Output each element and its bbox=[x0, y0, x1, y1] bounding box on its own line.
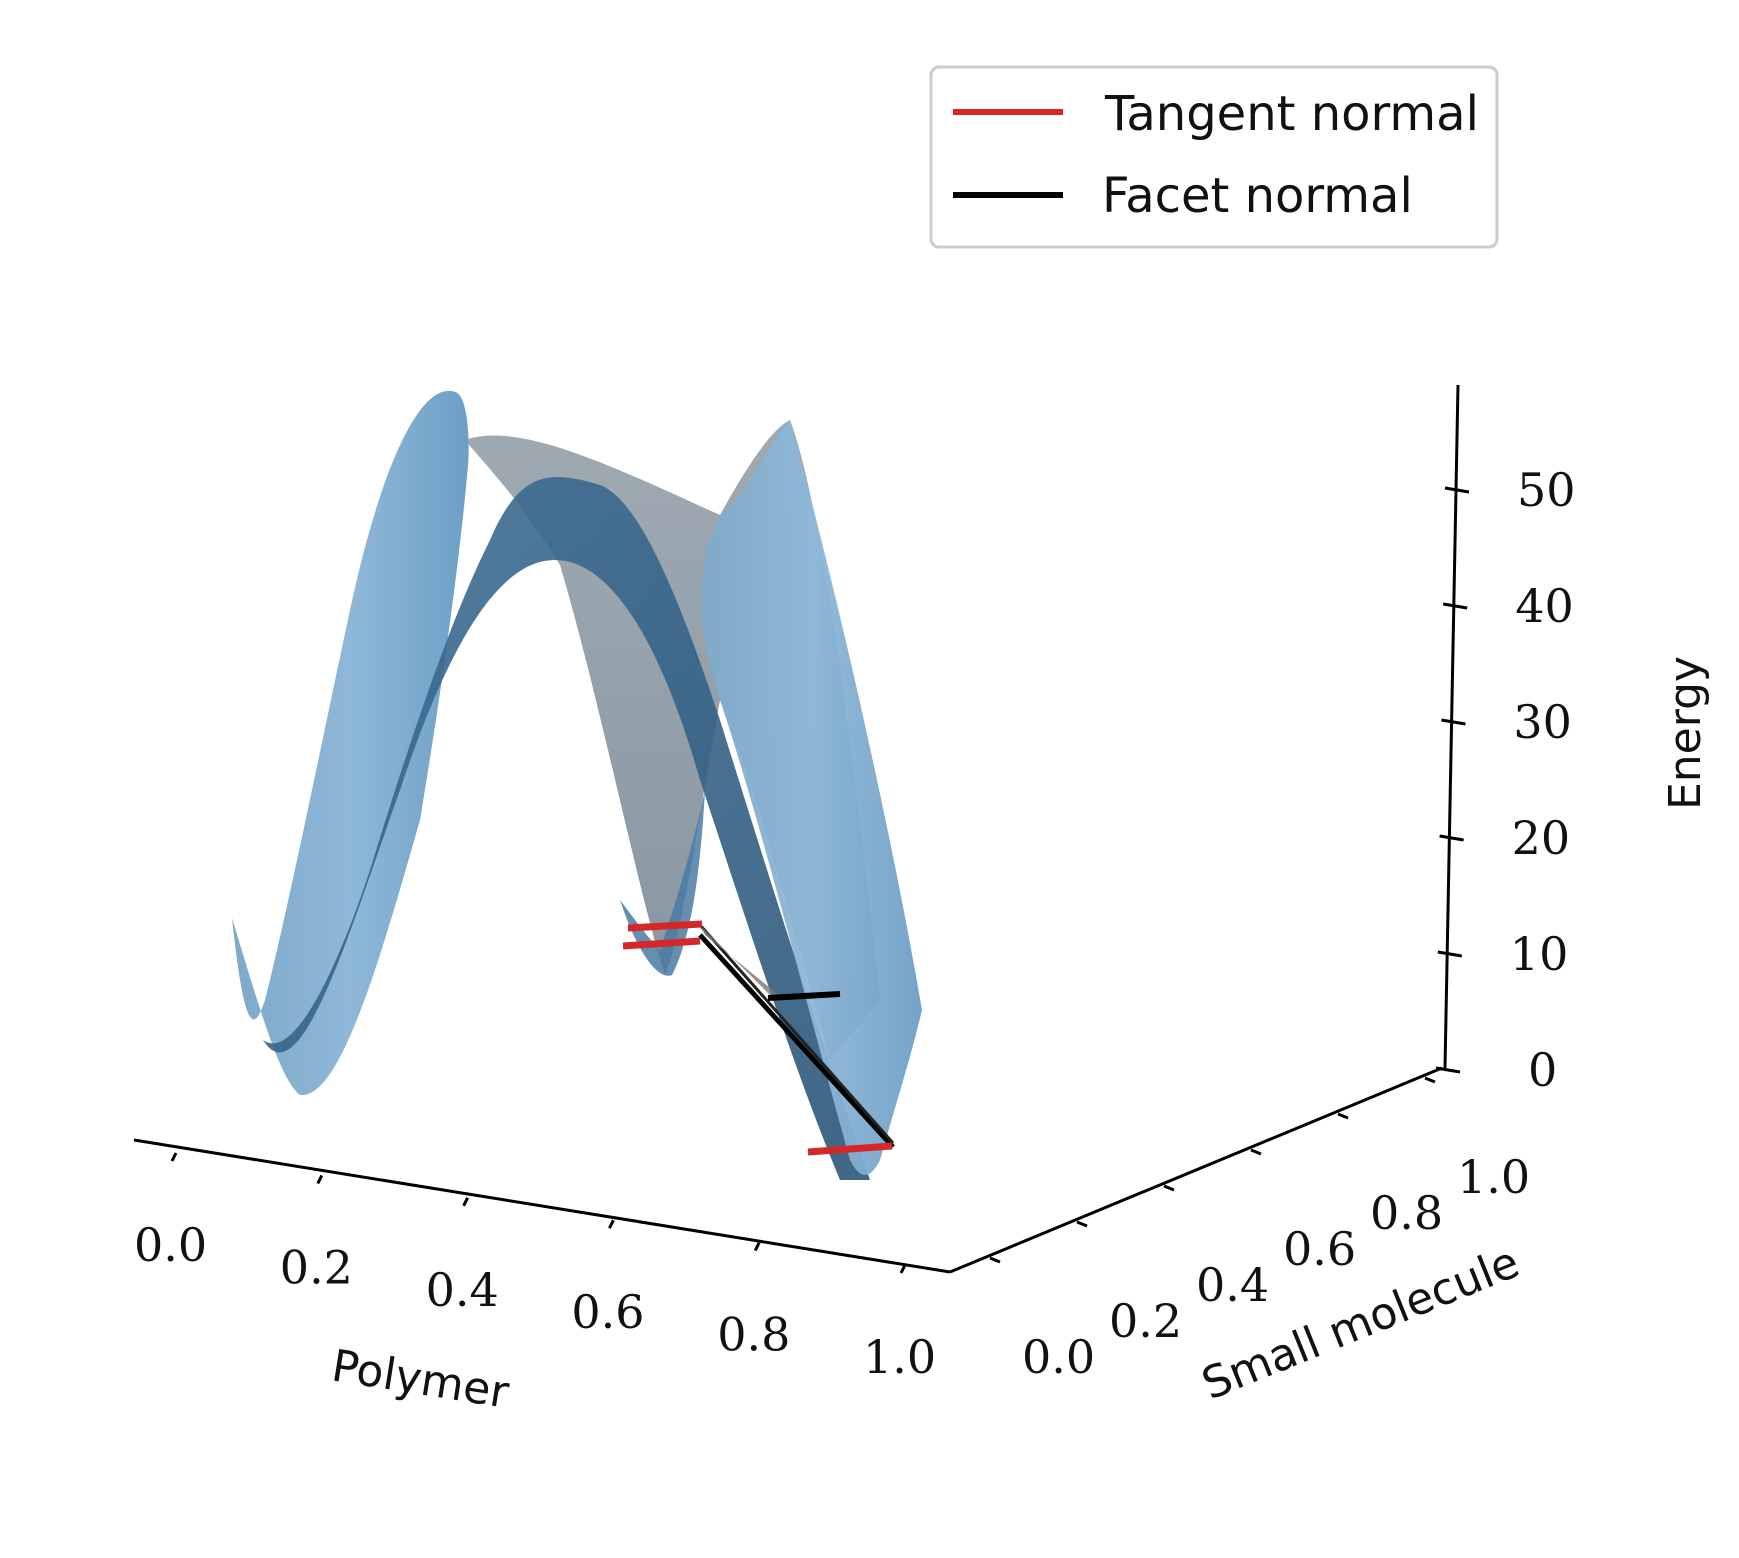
y-tick-mark bbox=[1076, 1220, 1088, 1228]
x-tick-label: 0.0 bbox=[134, 1218, 207, 1272]
z-tick-label: 0 bbox=[1528, 1043, 1557, 1097]
x-axis-line bbox=[133, 1138, 951, 1274]
z-tick-label: 10 bbox=[1510, 927, 1569, 981]
facet-normal-line-secondary bbox=[698, 924, 895, 1144]
y-tick-mark bbox=[989, 1256, 1001, 1264]
x-tick-label: 1.0 bbox=[863, 1330, 936, 1384]
y-axis-line bbox=[949, 1066, 1443, 1274]
facet-normal-line-main bbox=[698, 933, 895, 1149]
x-tick-mark bbox=[899, 1264, 907, 1274]
facet-normal-bar bbox=[767, 991, 841, 1001]
tangent-normal-right bbox=[807, 1142, 893, 1156]
x-tick-mark bbox=[608, 1219, 615, 1229]
z-tick-mark bbox=[1435, 1066, 1461, 1074]
y-tick-label: 1.0 bbox=[1457, 1150, 1530, 1204]
legend-label-tangent-normal: Tangent normal bbox=[1104, 86, 1479, 142]
x-axis-label: Polymer bbox=[328, 1340, 513, 1418]
y-tick-mark bbox=[1163, 1184, 1175, 1192]
z-tick-mark bbox=[1439, 834, 1464, 842]
z-axis-label: Energy bbox=[1660, 656, 1711, 810]
y-tick-mark bbox=[1250, 1148, 1262, 1156]
z-tick-label: 30 bbox=[1513, 695, 1572, 749]
tangent-normal-left-1 bbox=[627, 920, 703, 932]
y-tick-label: 0.0 bbox=[1022, 1330, 1095, 1384]
x-tick-label: 0.2 bbox=[280, 1240, 353, 1294]
x-tick-mark bbox=[753, 1241, 761, 1252]
legend: Tangent normal Facet normal bbox=[929, 65, 1499, 249]
surface-right-sheet bbox=[701, 420, 922, 1175]
y-tick-label: 0.2 bbox=[1109, 1294, 1182, 1348]
x-axis: 0.0 0.2 0.4 0.6 0.8 1.0 Polymer bbox=[133, 1138, 951, 1419]
x-tick-label: 0.6 bbox=[571, 1285, 644, 1339]
x-tick-mark bbox=[462, 1197, 469, 1207]
legend-box bbox=[929, 65, 1499, 249]
y-tick-mark bbox=[1337, 1112, 1349, 1120]
z-tick-label: 50 bbox=[1517, 463, 1576, 517]
y-tick-label: 0.4 bbox=[1196, 1258, 1269, 1312]
z-tick-label: 20 bbox=[1512, 811, 1571, 865]
y-tick-label: 0.8 bbox=[1370, 1186, 1443, 1240]
tangent-normal-left-2 bbox=[622, 937, 701, 950]
z-tick-mark bbox=[1442, 602, 1468, 610]
y-axis: 0.00.20.40.60.81.0 Small molecule bbox=[949, 1066, 1530, 1410]
z-tick-label: 40 bbox=[1515, 579, 1574, 633]
z-tick-mark bbox=[1437, 950, 1463, 958]
x-tick-label: 0.4 bbox=[426, 1263, 499, 1317]
surface-left-hump bbox=[232, 390, 469, 1096]
y-tick-label: 0.6 bbox=[1283, 1222, 1356, 1276]
x-tick-mark bbox=[170, 1152, 178, 1162]
z-axis: 0 10 20 30 40 50 Energy bbox=[1435, 384, 1711, 1097]
normals bbox=[622, 920, 895, 1156]
x-tick-mark bbox=[316, 1174, 324, 1185]
x-tick-label: 0.8 bbox=[717, 1308, 790, 1362]
legend-label-facet-normal: Facet normal bbox=[1102, 168, 1413, 224]
surface-ridge-band bbox=[263, 477, 870, 1180]
z-tick-mark bbox=[1444, 486, 1470, 494]
z-tick-mark bbox=[1441, 718, 1466, 726]
y-tick-mark bbox=[1424, 1076, 1436, 1084]
energy-surface bbox=[232, 390, 922, 1180]
